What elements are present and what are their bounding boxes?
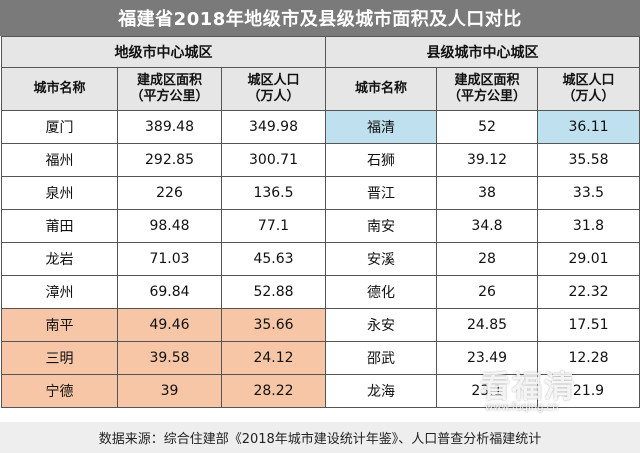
table-row: 漳州 69.84 52.88 德化 26 22.32 [1, 275, 640, 309]
area-value: 38 [436, 176, 538, 210]
pop-value: 77.1 [221, 209, 326, 243]
pop-value: 12.28 [536, 341, 640, 375]
pop-value: 29.01 [536, 242, 640, 276]
city-name: 石狮 [325, 143, 437, 177]
table-row: 厦门 389.48 349.98 福清 52 36.11 [1, 110, 640, 144]
area-value: 28 [436, 242, 538, 276]
table-row: 泉州 226 136.5 晋江 38 33.5 [1, 176, 640, 210]
area-value: 39.12 [436, 143, 538, 177]
area-value: 39.58 [117, 341, 222, 375]
area-value: 23.49 [436, 341, 538, 375]
table-row: 南平 49.46 35.66 永安 24.85 17.51 [1, 308, 640, 342]
city-name: 龙海 [325, 374, 437, 408]
table-row: 龙岩 71.03 45.63 安溪 28 29.01 [1, 242, 640, 276]
city-name: 福清 [325, 110, 437, 144]
area-value: 39 [117, 374, 222, 408]
area-value: 24.85 [436, 308, 538, 342]
city-name: 南平 [1, 308, 118, 342]
area-value: 226 [117, 176, 222, 210]
city-name: 宁德 [1, 374, 118, 408]
area-value: 26 [436, 275, 538, 309]
watermark-url: www.fuqing.cn [485, 402, 559, 413]
area-value: 34.8 [436, 209, 538, 243]
area-value: 71.03 [117, 242, 222, 276]
city-name: 漳州 [1, 275, 118, 309]
area-value: 292.85 [117, 143, 222, 177]
pop-value: 28.22 [221, 374, 326, 408]
city-name: 三明 [1, 341, 118, 375]
city-name: 安溪 [325, 242, 437, 276]
area-value: 49.46 [117, 308, 222, 342]
area-value: 98.48 [117, 209, 222, 243]
city-name: 南安 [325, 209, 437, 243]
pop-value: 300.71 [221, 143, 326, 177]
pop-value: 35.58 [536, 143, 640, 177]
city-name: 永安 [325, 308, 437, 342]
city-name: 邵武 [325, 341, 437, 375]
header-area-right: 建成区面积 （平方公里） [436, 67, 538, 111]
pop-value: 22.32 [536, 275, 640, 309]
header-pop-right: 城区人口 （万人） [536, 67, 640, 111]
area-value: 52 [436, 110, 538, 144]
city-name: 德化 [325, 275, 437, 309]
area-value: 69.84 [117, 275, 222, 309]
city-name: 福州 [1, 143, 118, 177]
city-comparison-table: 地级市中心城区 县级城市中心城区 城市名称 建成区面积 （平方公里） 城区人口 （万… [1, 36, 640, 408]
city-name: 龙岩 [1, 242, 118, 276]
pop-value: 45.63 [221, 242, 326, 276]
pop-value: 349.98 [221, 110, 326, 144]
data-source-note: 数据来源：综合住建部《2018年城市建设统计年鉴》、人口普查分析福建统计 [0, 422, 640, 453]
pop-value: 52.88 [221, 275, 326, 309]
group-header-row: 地级市中心城区 县级城市中心城区 [1, 36, 640, 68]
table-row: 福州 292.85 300.71 石狮 39.12 35.58 [1, 143, 640, 177]
header-pop-left: 城区人口 （万人） [221, 67, 326, 111]
area-value: 23.1 [436, 374, 538, 408]
column-header-row: 城市名称 建成区面积 （平方公里） 城区人口 （万人） 城市名称 建成区面积 （平方公… [1, 67, 640, 111]
area-value: 389.48 [117, 110, 222, 144]
city-name: 泉州 [1, 176, 118, 210]
pop-value: 35.66 [221, 308, 326, 342]
group-prefecture: 地级市中心城区 [1, 36, 326, 68]
city-name: 莆田 [1, 209, 118, 243]
header-area-left: 建成区面积 （平方公里） [117, 67, 222, 111]
pop-value: 36.11 [536, 110, 640, 144]
table-row: 宁德 39 28.22 龙海 23.1 21.9 [1, 374, 640, 408]
watermark-logo: 看福清 [480, 370, 576, 405]
pop-value: 21.9 [536, 374, 640, 408]
table-row: 三明 39.58 24.12 邵武 23.49 12.28 [1, 341, 640, 375]
city-name: 厦门 [1, 110, 118, 144]
city-name: 晋江 [325, 176, 437, 210]
pop-value: 31.8 [536, 209, 640, 243]
pop-value: 24.12 [221, 341, 326, 375]
pop-value: 17.51 [536, 308, 640, 342]
pop-value: 136.5 [221, 176, 326, 210]
header-city-name-right: 城市名称 [325, 67, 437, 111]
sheet-title: 福建省2018年地级市及县级城市面积及人口对比 [0, 0, 640, 36]
table-row: 莆田 98.48 77.1 南安 34.8 31.8 [1, 209, 640, 243]
group-county: 县级城市中心城区 [324, 36, 640, 68]
header-city-name-left: 城市名称 [1, 67, 118, 111]
pop-value: 33.5 [536, 176, 640, 210]
